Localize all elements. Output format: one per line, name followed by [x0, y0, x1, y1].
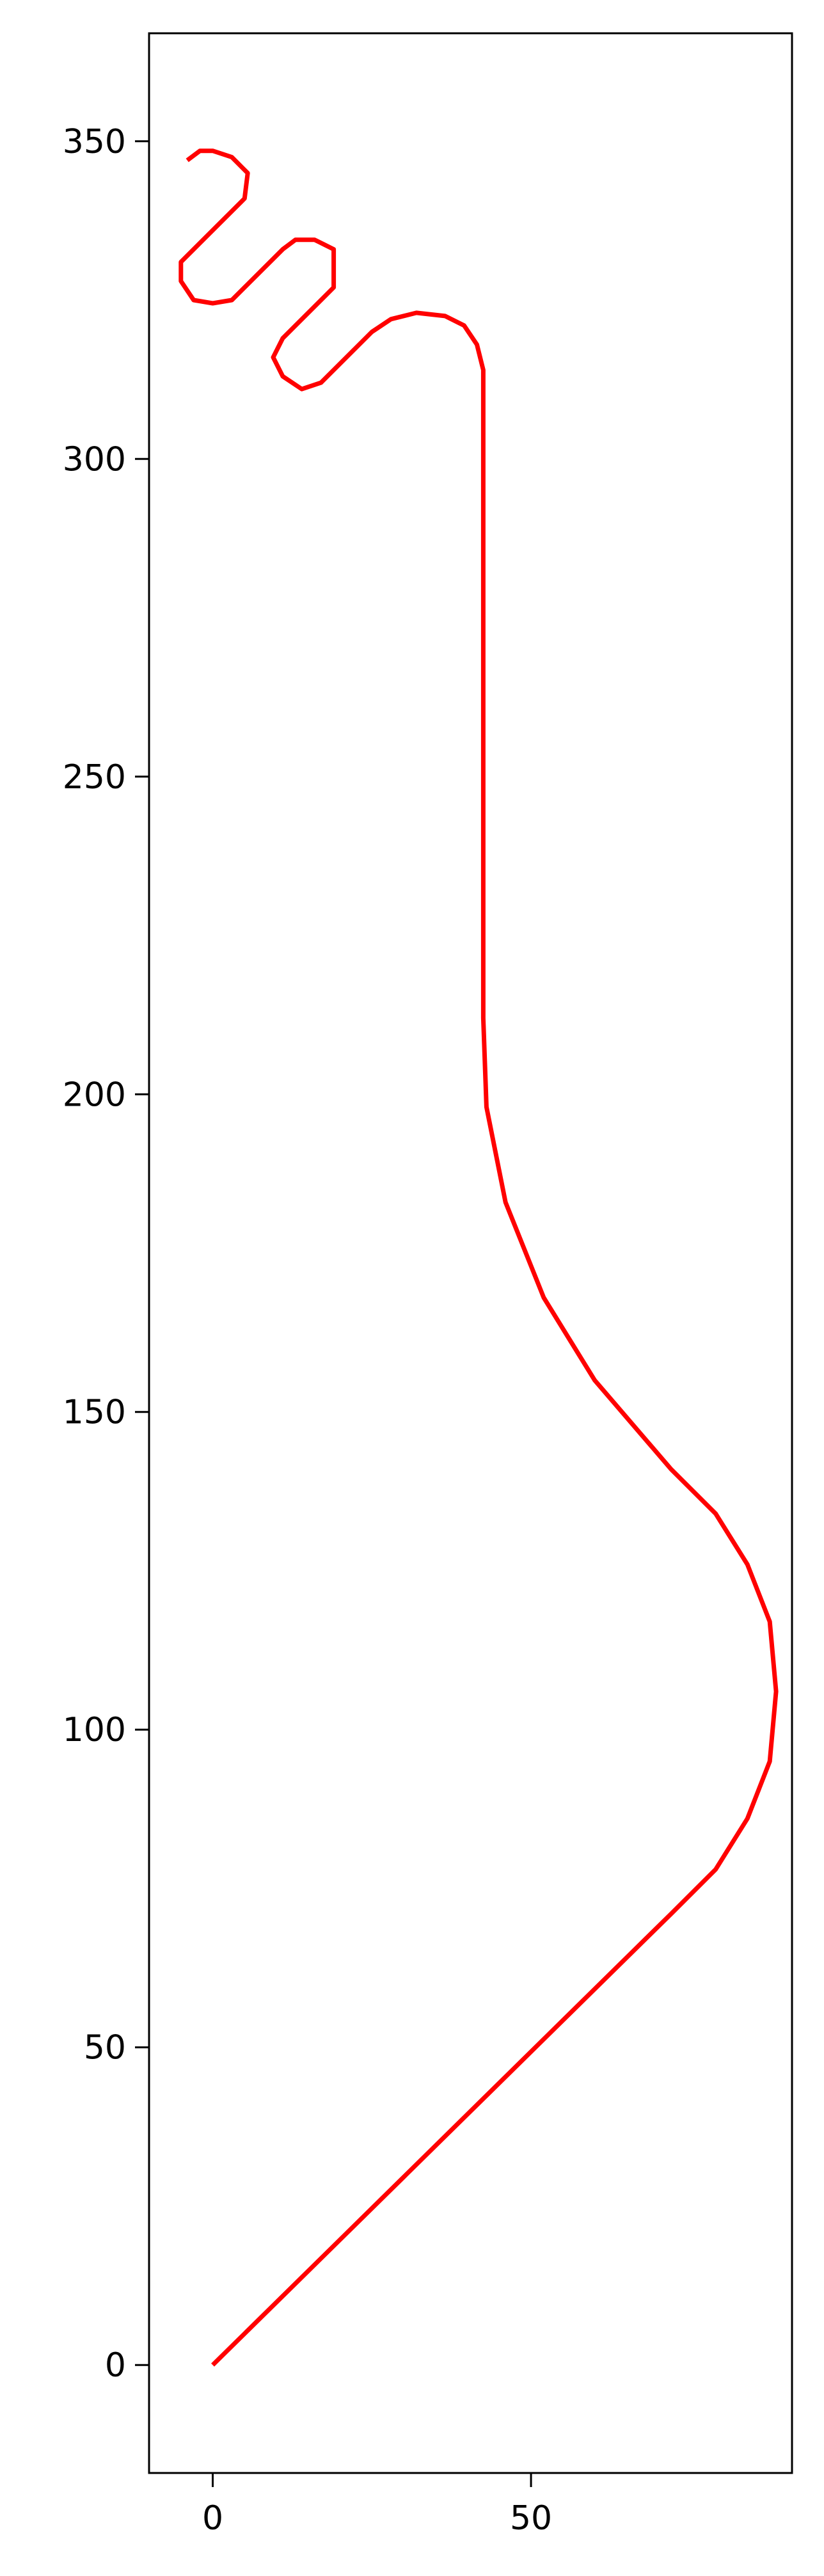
y-axis: 0 50 100 150 200 250 300 350 — [63, 123, 149, 2385]
series-line-0 — [178, 148, 779, 2367]
y-tick-label: 350 — [63, 123, 126, 161]
y-tick-label: 250 — [63, 758, 126, 797]
x-tick-label: 0 — [202, 2499, 223, 2538]
y-tick-label: 150 — [63, 1394, 126, 1432]
y-tick-label: 100 — [63, 1711, 126, 1749]
x-tick-label: 50 — [510, 2499, 552, 2538]
plot-frame — [148, 32, 793, 2474]
plot-area — [178, 148, 779, 2367]
y-tick-label: 50 — [84, 2029, 126, 2067]
y-tick-label: 0 — [105, 2346, 126, 2385]
y-tick-label: 200 — [63, 1076, 126, 1114]
x-axis: 0 50 — [202, 2473, 552, 2538]
y-tick-label: 300 — [63, 440, 126, 479]
